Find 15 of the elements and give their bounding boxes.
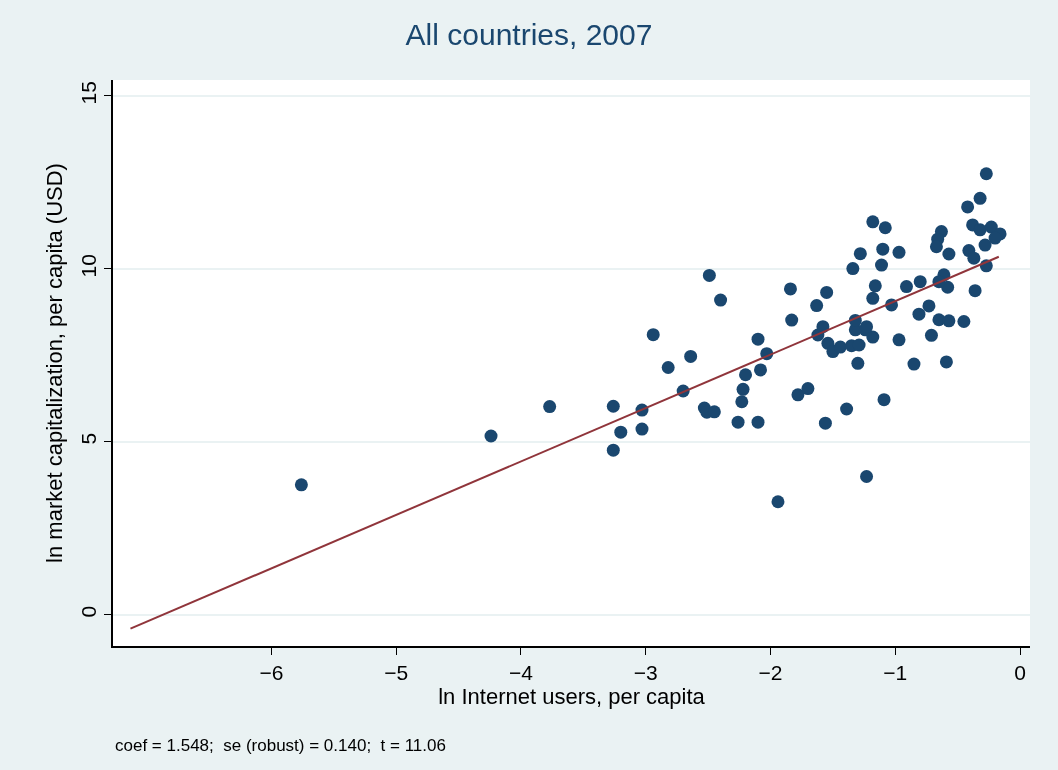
y-axis-title: ln market capitalization, per capita (USD)	[42, 163, 68, 563]
chart-title: All countries, 2007	[405, 18, 653, 52]
x-tick-label: −5	[384, 660, 409, 684]
x-tick-label: −2	[758, 660, 783, 684]
y-tick-label: 10	[76, 254, 100, 278]
y-tick-label: 0	[76, 605, 100, 618]
x-tick-label: −4	[508, 660, 534, 684]
x-tick-label: −6	[259, 660, 284, 684]
x-tick-label: 0	[1014, 660, 1026, 684]
x-tick-label: −1	[883, 660, 908, 684]
x-axis-title: ln Internet users, per capita	[438, 684, 706, 710]
y-tick-label: 15	[76, 81, 100, 105]
text: coef = 1.548; se (robust) = 0.140; t = 11.06	[115, 736, 446, 755]
y-tick-label: 5	[76, 432, 100, 445]
x-tick-label: −3	[633, 660, 658, 684]
